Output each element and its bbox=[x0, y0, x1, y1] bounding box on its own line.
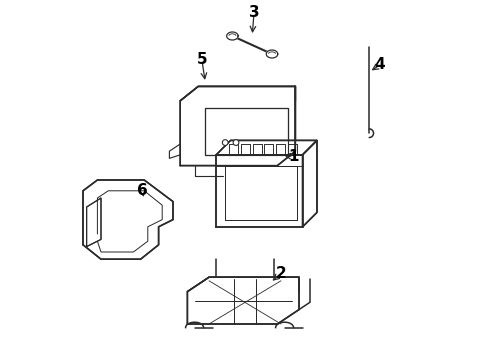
Polygon shape bbox=[83, 180, 173, 259]
Polygon shape bbox=[227, 32, 238, 40]
Polygon shape bbox=[225, 166, 297, 220]
Circle shape bbox=[222, 140, 228, 145]
Text: 4: 4 bbox=[375, 57, 385, 72]
Text: 1: 1 bbox=[288, 149, 299, 164]
Circle shape bbox=[233, 140, 239, 145]
Polygon shape bbox=[288, 144, 297, 154]
Polygon shape bbox=[216, 140, 317, 155]
Polygon shape bbox=[241, 144, 250, 154]
Polygon shape bbox=[229, 144, 238, 154]
Text: 2: 2 bbox=[275, 266, 286, 281]
Polygon shape bbox=[87, 198, 101, 247]
Text: 6: 6 bbox=[137, 183, 148, 198]
Polygon shape bbox=[265, 144, 273, 154]
Polygon shape bbox=[205, 108, 288, 155]
Polygon shape bbox=[216, 155, 303, 227]
Text: 5: 5 bbox=[196, 52, 207, 67]
Polygon shape bbox=[276, 144, 285, 154]
Text: 3: 3 bbox=[249, 5, 259, 20]
Polygon shape bbox=[187, 277, 299, 324]
Polygon shape bbox=[180, 86, 295, 166]
Polygon shape bbox=[266, 50, 278, 58]
Polygon shape bbox=[252, 144, 262, 154]
Polygon shape bbox=[303, 140, 317, 227]
